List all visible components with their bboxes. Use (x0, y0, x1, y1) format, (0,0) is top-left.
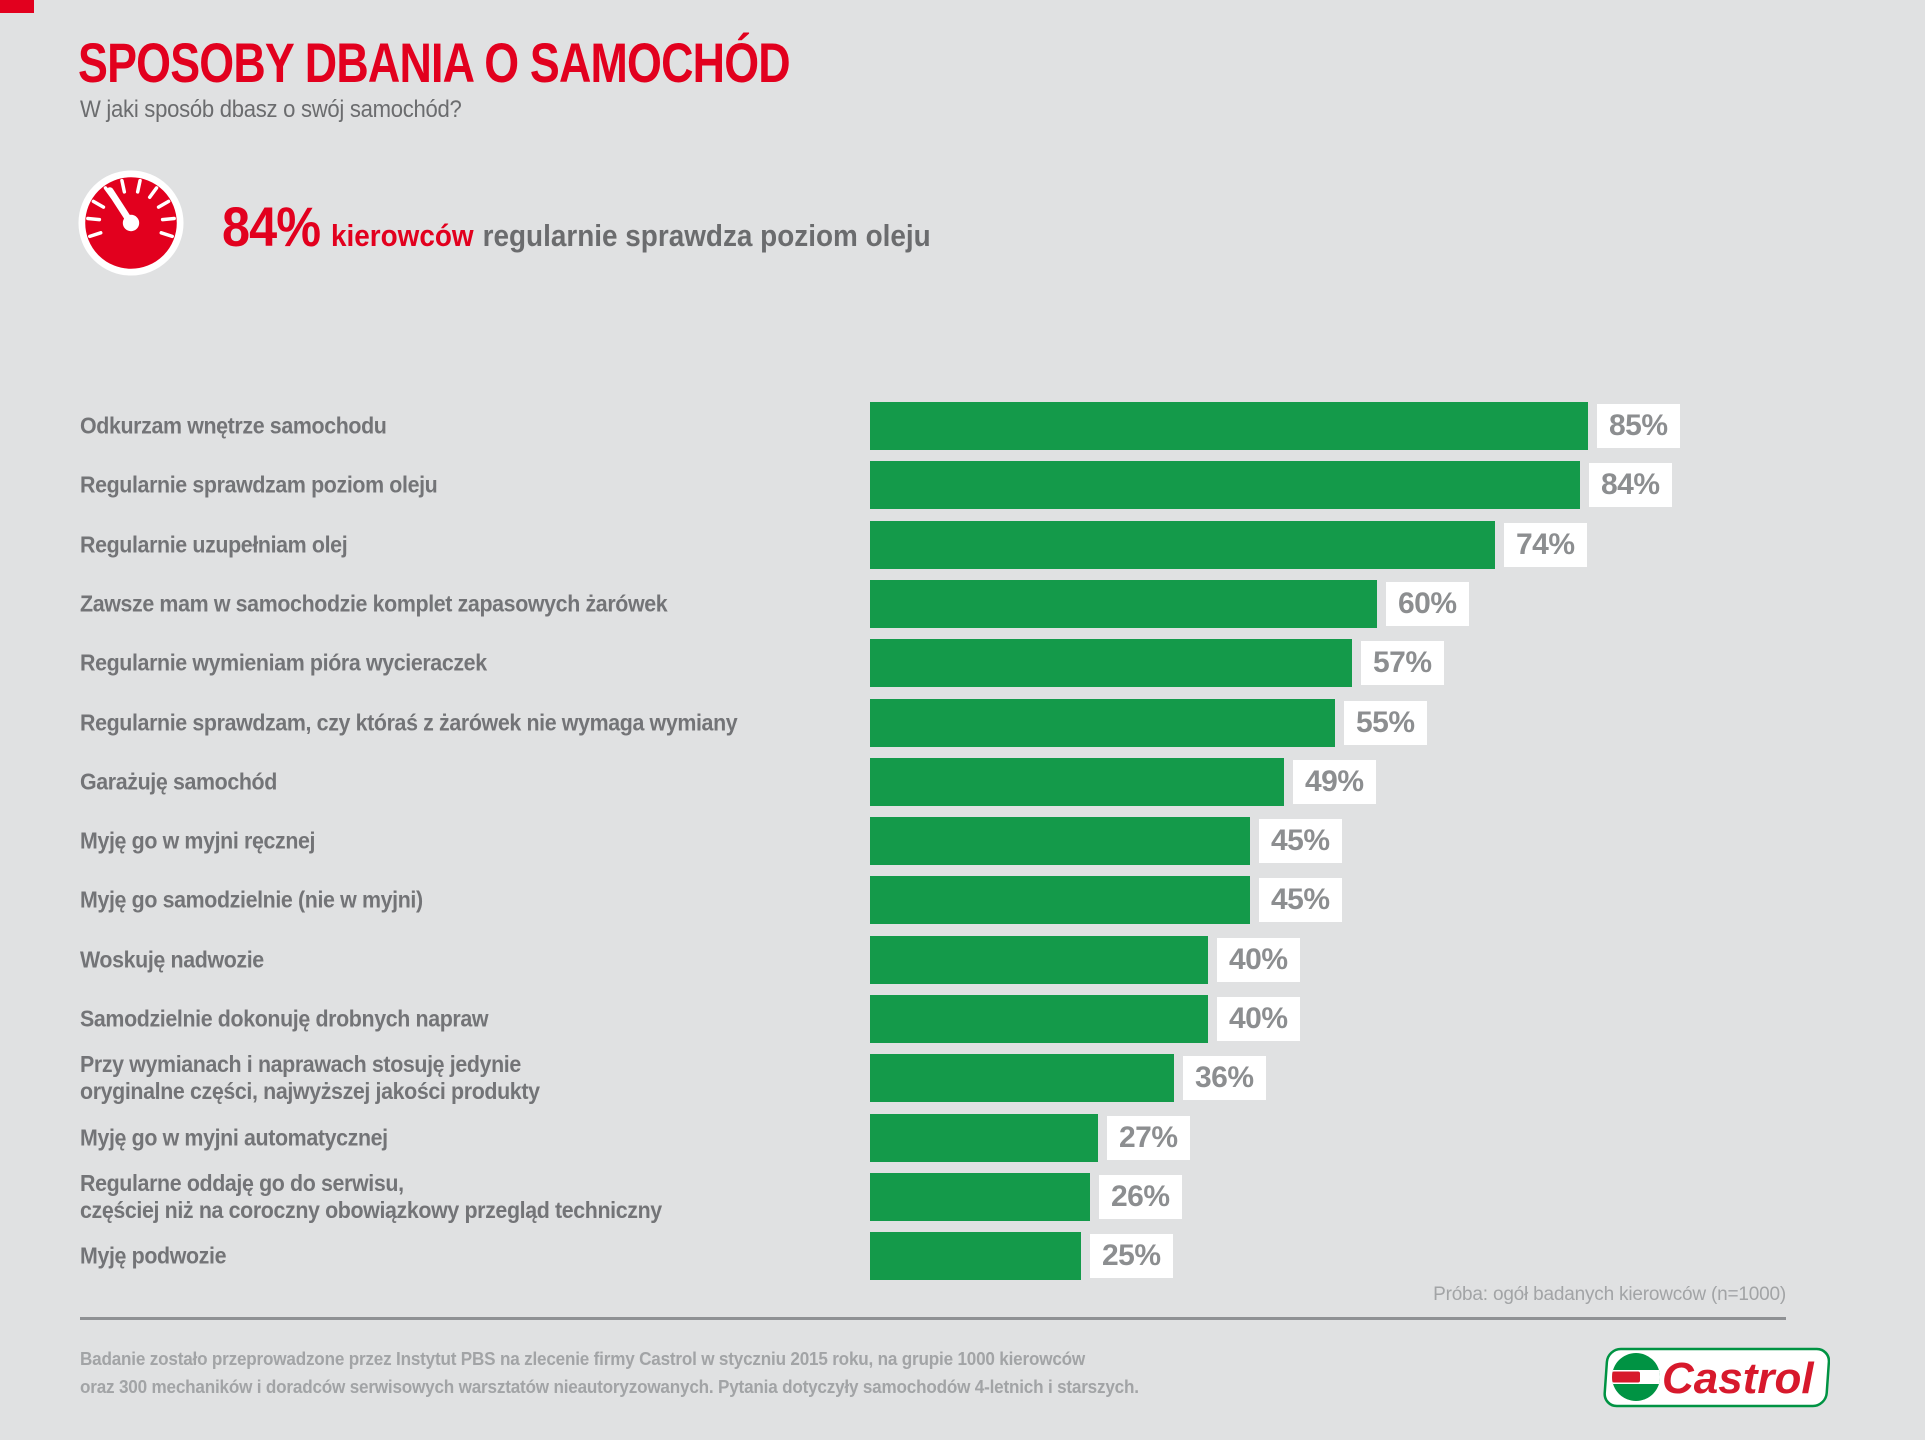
bar (870, 1232, 1081, 1280)
bar-label: Regularne oddaję go do serwisu, częściej… (80, 1170, 662, 1223)
value-chip: 27% (1107, 1116, 1190, 1160)
footer-divider (80, 1317, 1786, 1320)
value-chip: 40% (1217, 938, 1300, 982)
chart-row: Regularnie sprawdzam poziom oleju 84% (0, 461, 1925, 509)
chart-row: Samodzielnie dokonuję drobnych napraw 40% (0, 995, 1925, 1043)
bar-label: Myję go w myjni ręcznej (80, 827, 316, 854)
bar-label: Regularnie sprawdzam poziom oleju (80, 471, 438, 498)
bar-label: Woskuję nadwozie (80, 946, 264, 973)
bar (870, 580, 1377, 628)
bar (870, 699, 1335, 747)
page-title: SPOSOBY DBANIA O SAMOCHÓD (78, 31, 791, 94)
speedometer-gauge-icon (78, 170, 184, 276)
bar-label: Odkurzam wnętrze samochodu (80, 412, 387, 439)
chart-row: Garażuję samochód 49% (0, 758, 1925, 806)
value-chip: 45% (1259, 819, 1342, 863)
corner-accent-mark (0, 0, 34, 13)
bar (870, 876, 1250, 924)
value-chip: 49% (1293, 760, 1376, 804)
bar-label: Regularnie uzupełniam olej (80, 531, 348, 558)
castrol-logo-text: Castrol (1662, 1354, 1814, 1403)
bar (870, 758, 1284, 806)
chart-row: Myję go samodzielnie (nie w myjni) 45% (0, 876, 1925, 924)
page-subtitle: W jaki sposób dbasz o swój samochód? (80, 96, 462, 123)
highlight-value: 84% (222, 195, 321, 258)
value-chip: 26% (1099, 1175, 1182, 1219)
value-chip: 85% (1597, 404, 1680, 448)
castrol-emblem-icon (1612, 1353, 1660, 1401)
methodology-line-2: oraz 300 mechaników i doradców serwisowy… (80, 1377, 1139, 1397)
chart-row: Regularnie wymieniam pióra wycieraczek 57… (0, 639, 1925, 687)
chart-row: Zawsze mam w samochodzie komplet zapasow… (0, 580, 1925, 628)
bar (870, 1173, 1090, 1221)
value-chip: 60% (1386, 582, 1469, 626)
chart-row: Woskuję nadwozie 40% (0, 936, 1925, 984)
chart-row: Odkurzam wnętrze samochodu 85% (0, 402, 1925, 450)
bar-label: Myję podwozie (80, 1242, 227, 1269)
bar (870, 1054, 1174, 1102)
methodology-note: Badanie zostało przeprowadzone przez Ins… (80, 1345, 1139, 1401)
value-chip: 25% (1090, 1234, 1173, 1278)
value-chip: 55% (1344, 701, 1427, 745)
chart-row: Myję podwozie 25% (0, 1232, 1925, 1280)
chart-row: Regularnie sprawdzam, czy któraś z żarów… (0, 699, 1925, 747)
bar (870, 639, 1352, 687)
bar-label: Samodzielnie dokonuję drobnych napraw (80, 1005, 489, 1032)
bar (870, 402, 1588, 450)
bar (870, 521, 1495, 569)
value-chip: 57% (1361, 641, 1444, 685)
bar (870, 995, 1208, 1043)
bar (870, 1114, 1098, 1162)
chart-row: Przy wymianach i naprawach stosuję jedyn… (0, 1051, 1925, 1104)
chart-row: Regularne oddaję go do serwisu, częściej… (0, 1170, 1925, 1223)
highlight-rest: regularnie sprawdza poziom oleju (482, 218, 931, 253)
bar-label: Garażuję samochód (80, 768, 277, 795)
chart-row: Myję go w myjni automatycznej 27% (0, 1114, 1925, 1162)
bar-label: Regularnie sprawdzam, czy któraś z żarów… (80, 709, 738, 736)
bar-label: Przy wymianach i naprawach stosuję jedyn… (80, 1051, 540, 1104)
value-chip: 74% (1504, 523, 1587, 567)
highlight-emphasis: kierowców (330, 218, 474, 253)
bar (870, 817, 1250, 865)
value-chip: 45% (1259, 878, 1342, 922)
value-chip: 40% (1217, 997, 1300, 1041)
value-chip: 36% (1183, 1056, 1266, 1100)
bar (870, 936, 1208, 984)
bar-label: Regularnie wymieniam pióra wycieraczek (80, 649, 487, 676)
sample-note: Próba: ogół badanych kierowców (n=1000) (1433, 1284, 1786, 1305)
bar-label: Myję go w myjni automatycznej (80, 1124, 388, 1151)
castrol-logo: Castrol (1598, 1346, 1831, 1410)
methodology-line-1: Badanie zostało przeprowadzone przez Ins… (80, 1349, 1086, 1369)
bar (870, 461, 1580, 509)
bar-label: Zawsze mam w samochodzie komplet zapasow… (80, 590, 668, 617)
value-chip: 84% (1589, 463, 1672, 507)
chart-row: Myję go w myjni ręcznej 45% (0, 817, 1925, 865)
chart-row: Regularnie uzupełniam olej 74% (0, 521, 1925, 569)
bar-label: Myję go samodzielnie (nie w myjni) (80, 886, 423, 913)
highlight-statement: 84% kierowców regularnie sprawdza poziom… (222, 194, 931, 259)
